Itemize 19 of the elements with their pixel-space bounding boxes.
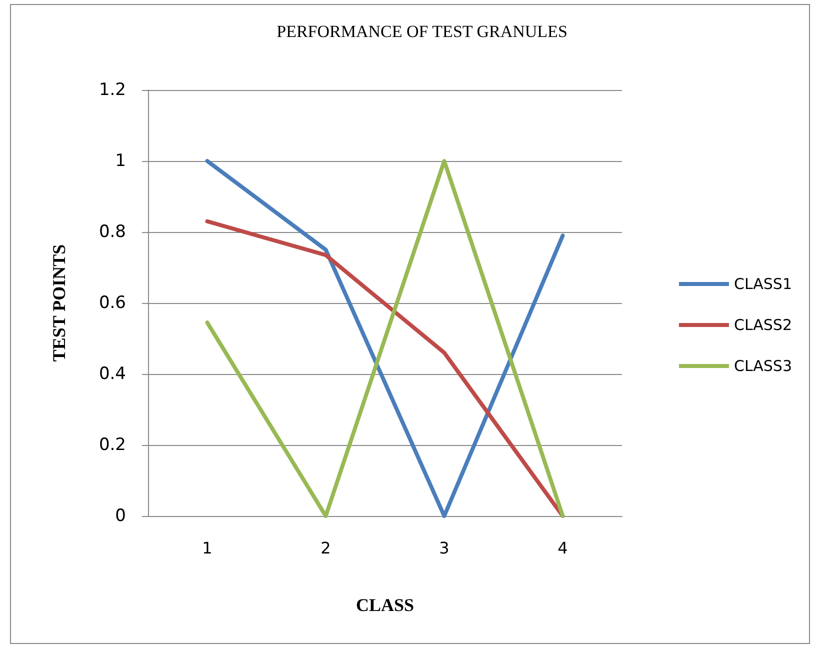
y-tick-label: 0: [115, 506, 126, 526]
y-tick-label: 0.6: [98, 293, 126, 313]
x-axis-title: CLASS: [356, 595, 414, 615]
line-series: [205, 219, 565, 518]
y-tick-label: 1: [115, 151, 126, 171]
x-tick-label: 3: [439, 538, 450, 558]
y-tick-label: 1.2: [98, 80, 126, 100]
y-axis-title: TEST POINTS: [49, 244, 69, 362]
legend-label: CLASS2: [734, 316, 792, 334]
chart-title: PERFORMANCE OF TEST GRANULES: [276, 22, 568, 41]
y-tick-label: 0.8: [98, 222, 126, 242]
line-series: [205, 159, 565, 518]
x-tick-label: 1: [202, 538, 212, 558]
legend-label: CLASS1: [734, 275, 792, 293]
x-tick-label: 4: [558, 538, 568, 558]
y-tick-label: 0.2: [98, 435, 126, 455]
x-tick-label: 2: [320, 538, 331, 558]
y-tick-label: 0.4: [98, 364, 126, 384]
legend-label: CLASS3: [734, 357, 792, 375]
